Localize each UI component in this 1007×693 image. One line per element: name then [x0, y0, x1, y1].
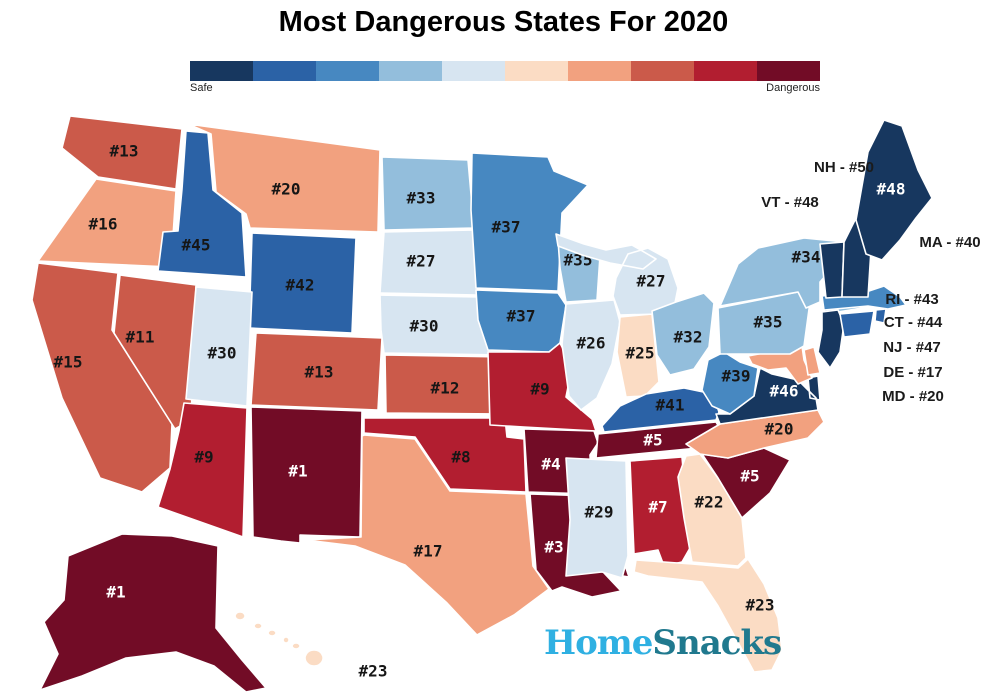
state-tx: [305, 434, 550, 636]
state-rank-label-ny: #34: [792, 248, 821, 267]
state-rank-label-ak: #1: [106, 583, 125, 602]
state-il: [561, 299, 621, 411]
state-ct: [839, 310, 875, 338]
state-mt: [187, 123, 381, 233]
state-ga: [677, 453, 747, 567]
state-nm: [250, 406, 363, 544]
state-rank-label-mo: #9: [530, 380, 549, 399]
state-rank-label-pa: #35: [754, 313, 783, 332]
legend-color-segment: [631, 61, 694, 81]
state-co: [250, 332, 383, 411]
state-rank-label-nv: #11: [126, 328, 155, 347]
state-rank-label-al: #7: [648, 498, 667, 517]
state-rank-label-nc: #20: [765, 420, 794, 439]
state-md: [747, 345, 813, 385]
state-rank-label-ga: #22: [695, 493, 724, 512]
state-rank-label-mi: #27: [637, 272, 666, 291]
state-mi: [555, 233, 679, 316]
page-title: Most Dangerous States For 2020: [278, 6, 729, 38]
state-rank-label-tx: #17: [414, 542, 443, 561]
state-rank-label-la: #3: [544, 538, 563, 557]
state-rank-label-wy: #42: [286, 276, 315, 295]
external-label-nh: NH - #50: [814, 159, 874, 176]
state-rank-label-mt: #20: [272, 180, 301, 199]
legend-color-segment: [505, 61, 568, 81]
state-az: [157, 402, 248, 538]
state-rank-label-ut: #30: [208, 344, 237, 363]
state-oh: [651, 292, 715, 376]
state-hi: [234, 611, 324, 667]
external-label-ri: RI - #43: [885, 291, 938, 308]
legend-dangerous-label: Dangerous: [766, 82, 820, 94]
logo-home-text: Home: [544, 623, 653, 663]
legend-labels: Safe Dangerous: [190, 82, 820, 94]
state-rank-label-or: #16: [89, 215, 118, 234]
state-rank-label-wa: #13: [110, 142, 139, 161]
external-label-ct: CT - #44: [884, 314, 943, 331]
state-rank-label-il: #26: [577, 334, 606, 353]
state-rank-label-ok: #8: [451, 448, 470, 467]
state-rank-label-ks: #12: [431, 379, 460, 398]
state-id: [157, 130, 247, 278]
state-rank-label-nm: #1: [288, 462, 307, 481]
state-fl: [633, 558, 783, 673]
state-wv: [701, 351, 759, 415]
legend-colorbar: [190, 61, 820, 81]
state-rank-label-nd: #33: [407, 189, 436, 208]
external-label-nj: NJ - #47: [883, 339, 941, 356]
state-ms: [565, 457, 629, 579]
logo-snacks-text: Snacks: [652, 623, 782, 663]
state-rank-label-ky: #41: [656, 396, 685, 415]
state-ca: [31, 262, 173, 493]
state-rank-label-va: #46: [770, 382, 799, 401]
state-de: [803, 346, 821, 376]
legend-safe-label: Safe: [190, 82, 213, 94]
state-rank-label-ar: #4: [541, 455, 560, 474]
state-rank-label-ne: #30: [410, 317, 439, 336]
external-label-de: DE - #17: [883, 364, 942, 381]
external-label-vt: VT - #48: [761, 194, 819, 211]
homesnacks-logo: HomeSnacks: [544, 623, 782, 663]
state-rank-label-ca: #15: [54, 353, 83, 372]
state-vt: [819, 241, 845, 299]
state-ma: [821, 285, 907, 311]
state-rank-label-in: #25: [626, 344, 655, 363]
legend-color-segment: [253, 61, 316, 81]
state-rank-label-co: #13: [305, 363, 334, 382]
state-me: [855, 119, 933, 261]
state-ut: [185, 286, 253, 407]
state-rank-label-ms: #29: [585, 503, 614, 522]
state-rank-label-sd: #27: [407, 252, 436, 271]
state-nj: [817, 309, 845, 369]
state-ak: [39, 533, 267, 693]
legend-color-segment: [442, 61, 505, 81]
legend-color-segment: [757, 61, 820, 81]
legend-color-segment: [190, 61, 253, 81]
state-rank-label-tn: #5: [643, 431, 662, 450]
state-ri: [874, 308, 887, 324]
legend-color-segment: [379, 61, 442, 81]
state-rank-label-mn: #37: [492, 218, 521, 237]
legend-color-segment: [694, 61, 757, 81]
state-rank-label-wv: #39: [722, 367, 751, 386]
state-rank-label-id: #45: [182, 236, 211, 255]
state-rank-label-fl: #23: [746, 596, 775, 615]
external-label-md: MD - #20: [882, 388, 944, 405]
state-rank-label-sc: #5: [740, 467, 759, 486]
legend-color-segment: [568, 61, 631, 81]
state-rank-label-ia: #37: [507, 307, 536, 326]
legend-color-segment: [316, 61, 379, 81]
state-rank-label-oh: #32: [674, 328, 703, 347]
state-rank-label-me: #48: [877, 180, 906, 199]
state-rank-label-az: #9: [194, 448, 213, 467]
state-rank-label-hi: #23: [359, 662, 388, 681]
external-label-ma: MA - #40: [919, 234, 980, 251]
state-wa: [61, 115, 183, 190]
